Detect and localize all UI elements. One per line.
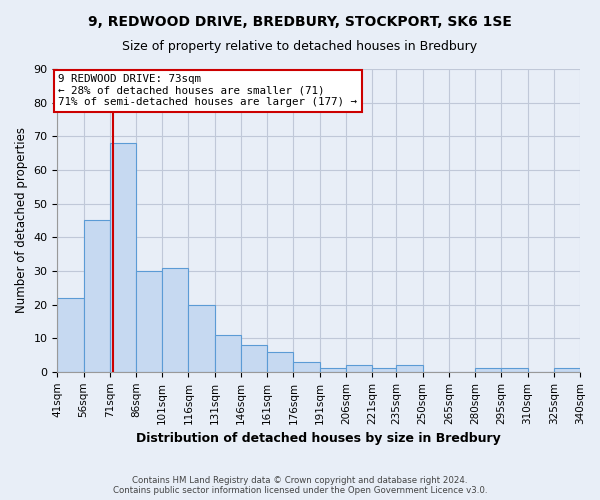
Bar bbox=[346, 365, 372, 372]
Bar bbox=[136, 271, 162, 372]
Bar bbox=[372, 368, 397, 372]
Bar bbox=[83, 220, 110, 372]
Bar bbox=[320, 368, 346, 372]
Bar bbox=[554, 368, 580, 372]
Bar bbox=[267, 352, 293, 372]
Bar bbox=[502, 368, 527, 372]
Bar bbox=[241, 345, 267, 372]
Bar bbox=[475, 368, 502, 372]
Bar bbox=[215, 335, 241, 372]
Y-axis label: Number of detached properties: Number of detached properties bbox=[15, 128, 28, 314]
Bar bbox=[58, 298, 83, 372]
Text: 9, REDWOOD DRIVE, BREDBURY, STOCKPORT, SK6 1SE: 9, REDWOOD DRIVE, BREDBURY, STOCKPORT, S… bbox=[88, 15, 512, 29]
Text: Size of property relative to detached houses in Bredbury: Size of property relative to detached ho… bbox=[122, 40, 478, 53]
Text: Contains HM Land Registry data © Crown copyright and database right 2024.
Contai: Contains HM Land Registry data © Crown c… bbox=[113, 476, 487, 495]
Bar bbox=[110, 143, 136, 372]
Text: 9 REDWOOD DRIVE: 73sqm
← 28% of detached houses are smaller (71)
71% of semi-det: 9 REDWOOD DRIVE: 73sqm ← 28% of detached… bbox=[58, 74, 357, 107]
Bar bbox=[188, 304, 215, 372]
Bar bbox=[162, 268, 188, 372]
Bar bbox=[293, 362, 320, 372]
Bar bbox=[397, 365, 422, 372]
X-axis label: Distribution of detached houses by size in Bredbury: Distribution of detached houses by size … bbox=[136, 432, 501, 445]
